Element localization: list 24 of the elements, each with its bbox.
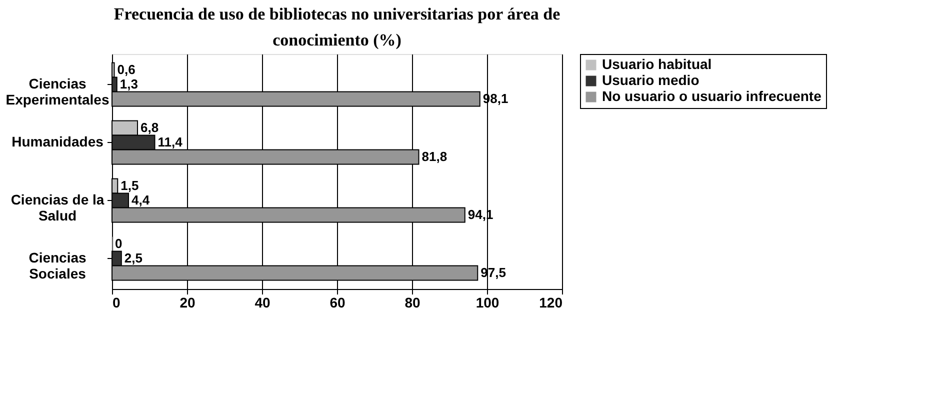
- data-label: 0: [115, 236, 122, 252]
- legend-label: No usuario o usuario infrecuente: [602, 88, 822, 104]
- x-tick-label: 120: [539, 294, 563, 310]
- legend-label: Usuario medio: [602, 72, 700, 88]
- x-tick-label: 60: [330, 294, 346, 310]
- data-label: 81,8: [422, 148, 448, 164]
- legend-label: Usuario habitual: [602, 56, 712, 72]
- y-tick-label: Humanidades: [12, 133, 104, 150]
- x-tick-label: 100: [476, 294, 500, 310]
- data-label: 2,5: [124, 250, 142, 266]
- x-tick-label: 80: [404, 294, 420, 310]
- data-label: 4,4: [132, 192, 150, 208]
- data-label: 11,4: [158, 134, 184, 150]
- data-label: 0,6: [117, 62, 136, 77]
- y-tick-label: Ciencias de la Salud: [10, 192, 104, 224]
- x-tick-label: 20: [180, 294, 196, 310]
- x-tick-label: 0: [112, 294, 120, 310]
- chart-title: Frecuencia de uso de bibliotecas no universitarias por área de conocimiento (%): [114, 4, 561, 50]
- x-tick-label: 40: [254, 294, 270, 310]
- data-label: 1,5: [120, 178, 139, 194]
- y-tick-label: Ciencias Sociales: [28, 250, 87, 282]
- data-label: 6,8: [140, 120, 159, 135]
- y-tick-label: Ciencias Experimentales: [6, 75, 110, 108]
- data-label: 1,3: [120, 76, 138, 92]
